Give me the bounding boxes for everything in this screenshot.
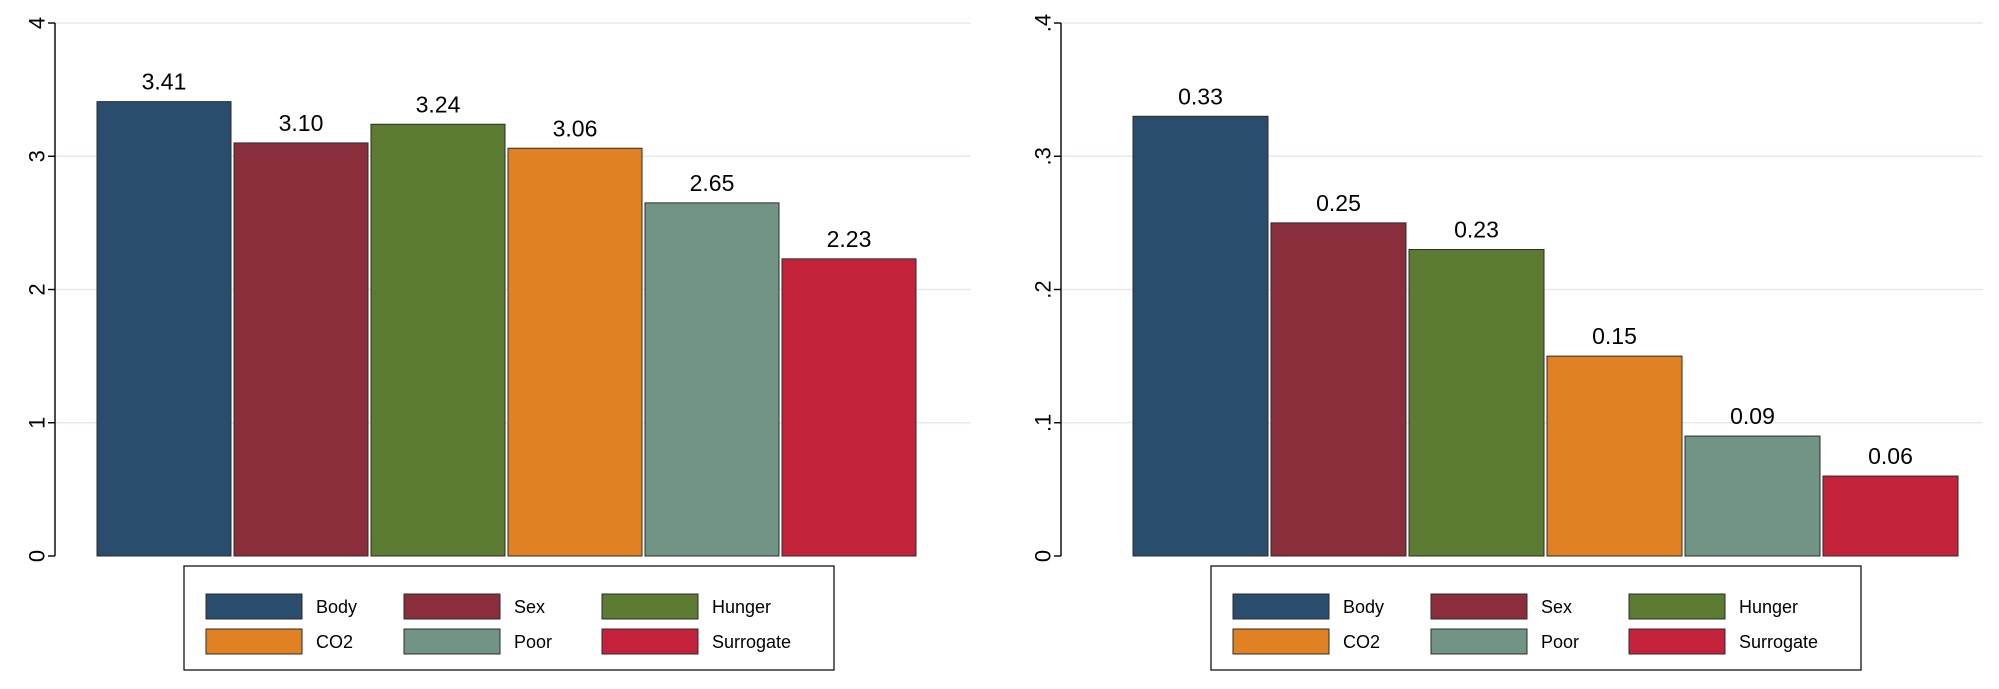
legend-swatch — [601, 628, 699, 655]
bar-body — [96, 101, 232, 557]
y-tick-label: .4 — [1031, 14, 1056, 32]
legend: Body Sex Hunger CO2 Poor Surrogate — [183, 565, 835, 671]
legend-swatch — [403, 593, 501, 620]
legend-label: Sex — [1541, 597, 1572, 617]
chart-1: 0 1 2 3 4 3.41 3.10 3.24 3.06 2.65 2.23 Body Sex Hung… — [25, 17, 971, 671]
legend-label: Body — [1343, 597, 1384, 617]
bar-sex — [233, 142, 369, 557]
bar-value-label: 2.23 — [827, 226, 872, 252]
legend-swatch — [1232, 593, 1330, 620]
bar-value-label: 3.06 — [553, 115, 598, 141]
legend-label: Poor — [514, 632, 552, 652]
legend-label: Surrogate — [1739, 632, 1818, 652]
legend-swatch — [205, 628, 303, 655]
y-tick-label: .3 — [1031, 147, 1056, 165]
bar-value-label: 3.41 — [142, 69, 187, 95]
legend-swatch — [601, 593, 699, 620]
bar-value-label: 0.25 — [1316, 190, 1361, 216]
legend-swatch — [1430, 628, 1528, 655]
y-tick-label: .1 — [1031, 414, 1056, 432]
bar-co2 — [507, 147, 643, 557]
legend-label: Surrogate — [712, 632, 791, 652]
bar-body — [1132, 115, 1269, 557]
bar-value-label: 0.33 — [1178, 83, 1223, 109]
bar-value-label: 2.65 — [690, 170, 735, 196]
bar-hunger — [370, 123, 506, 557]
legend-swatch — [205, 593, 303, 620]
bar-surrogate — [1822, 475, 1959, 557]
bar-value-label: 3.24 — [416, 91, 461, 117]
bar-co2 — [1546, 355, 1683, 557]
bar-value-label: 0.09 — [1730, 403, 1775, 429]
bar-sex — [1270, 222, 1407, 557]
chart-2: 0 .1 .2 .3 .4 0.33 0.25 0.23 0.15 0.09 0.06 Body Sex… — [1031, 14, 1983, 671]
bar-value-label: 3.10 — [279, 110, 324, 136]
y-tick-label: 4 — [25, 17, 50, 29]
legend-swatch — [1628, 593, 1726, 620]
y-tick-label: 0 — [1031, 550, 1056, 562]
legend-swatch — [1232, 628, 1330, 655]
bar-poor — [644, 202, 780, 557]
legend: Body Sex Hunger CO2 Poor Surrogate — [1210, 565, 1862, 671]
y-tick-label: 0 — [25, 550, 50, 562]
y-tick-label: 3 — [25, 150, 50, 162]
legend-swatch — [1628, 628, 1726, 655]
bar-value-label: 0.06 — [1868, 443, 1913, 469]
y-tick-label: 1 — [25, 417, 50, 429]
legend-label: Hunger — [1739, 597, 1798, 617]
legend-label: Poor — [1541, 632, 1579, 652]
bar-hunger — [1408, 249, 1545, 557]
legend-label: CO2 — [316, 632, 353, 652]
legend-swatch — [1430, 593, 1528, 620]
legend-label: Hunger — [712, 597, 771, 617]
legend-label: CO2 — [1343, 632, 1380, 652]
legend-label: Sex — [514, 597, 545, 617]
bar-poor — [1684, 435, 1821, 557]
y-tick-label: 2 — [25, 283, 50, 295]
bar-surrogate — [781, 258, 917, 557]
legend-swatch — [403, 628, 501, 655]
legend-label: Body — [316, 597, 357, 617]
bar-value-label: 0.23 — [1454, 217, 1499, 243]
y-tick-label: .2 — [1031, 280, 1056, 298]
bar-value-label: 0.15 — [1592, 323, 1637, 349]
